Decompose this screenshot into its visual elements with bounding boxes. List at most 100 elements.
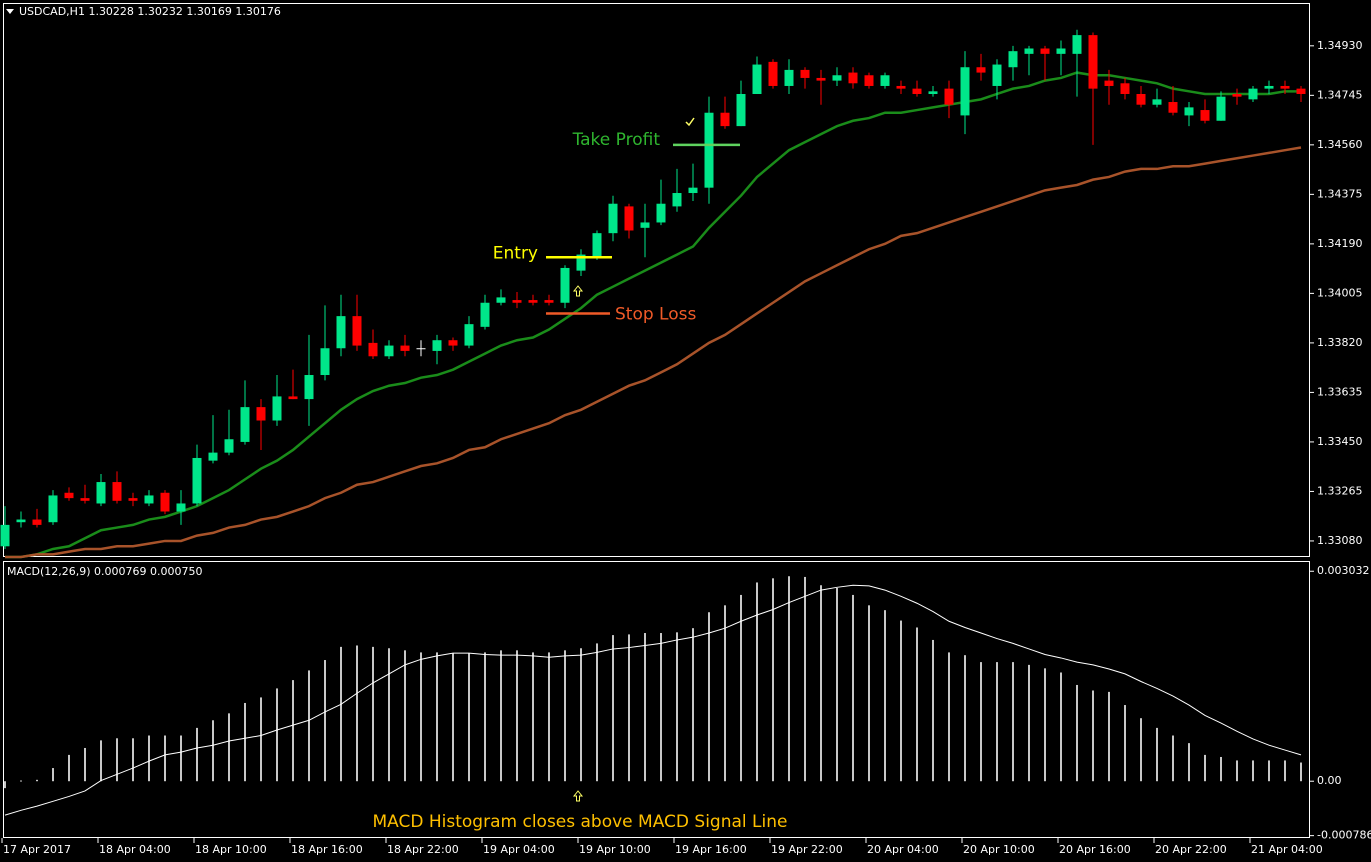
candle-body [416,348,426,350]
y-tick-label: 1.33450 [1317,435,1363,448]
histogram-bar [804,576,806,782]
candle-body [944,88,954,105]
histogram-bar [356,645,358,782]
candle-body [1072,35,1082,54]
x-tick-label: 19 Apr 22:00 [771,843,843,856]
x-tick-label: 18 Apr 10:00 [195,843,267,856]
histogram-bar [164,735,166,782]
x-tick-label: 19 Apr 10:00 [579,843,651,856]
candle-body [592,233,602,258]
candle-body [704,112,714,188]
candle-body [1264,85,1274,89]
histogram-bar [244,702,246,782]
candle-body [80,498,90,501]
moving-average [5,71,1301,559]
x-tick-label: 20 Apr 10:00 [963,843,1035,856]
candle-body [1280,85,1290,89]
histogram-bar [1220,756,1222,782]
candle-body [160,492,170,512]
histogram-bar [612,635,614,782]
histogram-bar [676,632,678,782]
histogram-bar [996,662,998,782]
candle-body [352,316,362,346]
histogram-bar [1284,760,1286,782]
histogram-bar [980,662,982,782]
signal-line [4,584,1302,816]
macd-title: MACD(12,26,9) 0.000769 0.000750 [7,565,203,578]
histogram-bar [196,727,198,782]
histogram-bar [836,588,838,782]
histogram-bar [468,653,470,782]
candle-body [144,495,154,504]
histogram-bar [132,738,134,782]
histogram-bar [388,648,390,782]
x-tick-label: 20 Apr 22:00 [1155,843,1227,856]
candle-body [448,340,458,346]
candle-body [112,482,122,501]
histogram-bar [1028,664,1030,782]
histogram-bar [596,643,598,782]
candle-body [288,396,298,400]
histogram-bar [372,646,374,782]
candle-body [640,222,650,228]
candle-body [16,519,26,523]
histogram-bar [548,652,550,782]
histogram-bar [212,720,214,782]
y-tick-label: 1.34745 [1317,88,1363,101]
candle-body [768,61,778,86]
candle-body [400,345,410,351]
histogram-bar [660,633,662,782]
level-label: Take Profit [572,130,661,150]
histogram-bar [916,627,918,782]
candle-body [368,342,378,357]
histogram-bar [740,594,742,782]
x-tick-label: 20 Apr 16:00 [1059,843,1131,856]
histogram-bar [564,650,566,782]
candle-body [1200,110,1210,121]
candle-body [1136,93,1146,105]
check-icon [685,117,695,127]
histogram-bar [1268,760,1270,782]
histogram-bar [1044,668,1046,782]
y-tick-label: 1.34005 [1317,286,1363,299]
candle-body [1024,48,1034,54]
candle-body [992,64,1002,86]
candle-body [800,69,810,78]
candle-body [912,88,922,94]
y-tick-label: 1.34375 [1317,187,1363,200]
candle-body [656,203,666,223]
x-tick-label: 18 Apr 16:00 [291,843,363,856]
histogram-bar [1252,760,1254,782]
candle-body [976,67,986,73]
histogram-bar [964,655,966,782]
histogram-bar [1140,718,1142,782]
moving-average [5,146,1302,559]
candle-body [608,203,618,234]
menu-triangle [6,9,14,14]
candle-body [48,495,58,523]
y-tick-label: 1.34190 [1317,237,1363,250]
price-panel-frame [3,3,1310,557]
candle-body [560,267,570,303]
candle-body [1296,88,1306,94]
histogram-bar [1076,684,1078,782]
histogram-bar [500,650,502,782]
candle-body [544,300,554,303]
candle-body [176,503,186,512]
level-label: Stop Loss [615,304,696,324]
macd-arrow [572,790,584,802]
histogram-bar [788,576,790,782]
candle-body [304,375,314,400]
histogram-bar [1204,754,1206,782]
x-tick-label: 21 Apr 04:00 [1251,843,1323,856]
candle-body [32,519,42,525]
candle-body [0,524,10,547]
histogram-bar [868,605,870,782]
candle-body [1008,51,1018,68]
x-tick-label: 19 Apr 04:00 [483,843,555,856]
candle-body [1056,48,1066,54]
x-tick-label: 17 Apr 2017 [3,843,71,856]
y-tick-label: 1.34930 [1317,39,1363,52]
histogram-bar [644,633,646,782]
